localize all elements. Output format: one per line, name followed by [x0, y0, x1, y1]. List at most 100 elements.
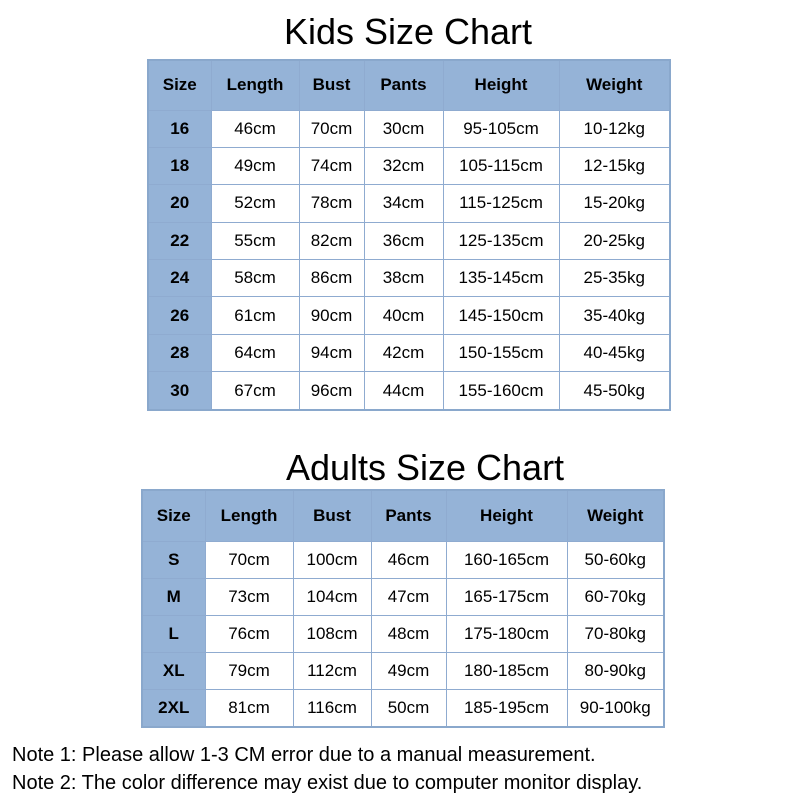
cell-length: 64cm: [210, 333, 300, 373]
kids-chart-title: Kids Size Chart: [283, 11, 533, 52]
column-header-length: Length: [210, 59, 300, 111]
column-header-size: Size: [147, 59, 212, 111]
cell-bust: 82cm: [298, 221, 365, 261]
cell-length: 58cm: [210, 258, 300, 298]
cell-length: 81cm: [204, 688, 294, 728]
cell-weight: 25-35kg: [558, 258, 671, 298]
column-header-weight: Weight: [566, 489, 665, 542]
cell-pants: 34cm: [363, 184, 444, 223]
adults-size-table: Size Length Bust Pants Height Weight S 70cm 100c…: [141, 489, 665, 728]
cell-weight: 80-90kg: [566, 651, 665, 690]
column-header-bust: Bust: [292, 489, 372, 542]
cell-bust: 116cm: [292, 688, 372, 728]
table-row: 22 55cm 82cm 36cm 125-135cm 20-25kg: [147, 221, 671, 261]
column-header-pants: Pants: [370, 489, 447, 542]
table-row: 16 46cm 70cm 30cm 95-105cm 10-12kg: [147, 109, 671, 148]
cell-length: 67cm: [210, 371, 300, 411]
cell-pants: 40cm: [363, 296, 444, 335]
cell-height: 115-125cm: [442, 184, 560, 223]
cell-height: 175-180cm: [445, 614, 568, 653]
cell-bust: 100cm: [292, 540, 372, 579]
column-header-weight: Weight: [558, 59, 671, 111]
cell-pants: 47cm: [370, 577, 447, 616]
column-header-bust: Bust: [298, 59, 365, 111]
size-label: 30: [147, 371, 212, 411]
cell-pants: 36cm: [363, 221, 444, 261]
table-row: 24 58cm 86cm 38cm 135-145cm 25-35kg: [147, 258, 671, 298]
table-row: 20 52cm 78cm 34cm 115-125cm 15-20kg: [147, 184, 671, 223]
table-row: S 70cm 100cm 46cm 160-165cm 50-60kg: [141, 540, 665, 579]
cell-length: 46cm: [210, 109, 300, 148]
cell-height: 185-195cm: [445, 688, 568, 728]
cell-length: 52cm: [210, 184, 300, 223]
cell-pants: 50cm: [370, 688, 447, 728]
size-label: 26: [147, 296, 212, 335]
size-label: XL: [141, 651, 206, 690]
cell-height: 160-165cm: [445, 540, 568, 579]
size-label: 20: [147, 184, 212, 223]
adults-chart-title: Adults Size Chart: [285, 447, 565, 488]
cell-bust: 104cm: [292, 577, 372, 616]
table-row: 26 61cm 90cm 40cm 145-150cm 35-40kg: [147, 296, 671, 335]
cell-height: 135-145cm: [442, 258, 560, 298]
cell-pants: 38cm: [363, 258, 444, 298]
cell-pants: 49cm: [370, 651, 447, 690]
table-row: 2XL 81cm 116cm 50cm 185-195cm 90-100kg: [141, 688, 665, 728]
cell-length: 70cm: [204, 540, 294, 579]
cell-pants: 44cm: [363, 371, 444, 411]
cell-height: 95-105cm: [442, 109, 560, 148]
kids-size-table: Size Length Bust Pants Height Weight 16 46cm 70c…: [147, 59, 671, 411]
table-row: L 76cm 108cm 48cm 175-180cm 70-80kg: [141, 614, 665, 653]
cell-bust: 70cm: [298, 109, 365, 148]
cell-weight: 20-25kg: [558, 221, 671, 261]
cell-length: 79cm: [204, 651, 294, 690]
cell-height: 125-135cm: [442, 221, 560, 261]
cell-weight: 15-20kg: [558, 184, 671, 223]
column-header-height: Height: [445, 489, 568, 542]
cell-bust: 94cm: [298, 333, 365, 373]
cell-weight: 70-80kg: [566, 614, 665, 653]
cell-bust: 74cm: [298, 146, 365, 186]
cell-bust: 96cm: [298, 371, 365, 411]
table-row: 30 67cm 96cm 44cm 155-160cm 45-50kg: [147, 371, 671, 411]
size-label: 28: [147, 333, 212, 373]
column-header-pants: Pants: [363, 59, 444, 111]
cell-length: 76cm: [204, 614, 294, 653]
cell-length: 49cm: [210, 146, 300, 186]
cell-bust: 112cm: [292, 651, 372, 690]
size-label: 22: [147, 221, 212, 261]
cell-pants: 46cm: [370, 540, 447, 579]
note-2: Note 2: The color difference may exist d…: [12, 772, 643, 794]
table-row: XL 79cm 112cm 49cm 180-185cm 80-90kg: [141, 651, 665, 690]
cell-pants: 48cm: [370, 614, 447, 653]
cell-weight: 50-60kg: [566, 540, 665, 579]
cell-bust: 78cm: [298, 184, 365, 223]
size-label: 24: [147, 258, 212, 298]
cell-weight: 35-40kg: [558, 296, 671, 335]
note-1: Note 1: Please allow 1-3 CM error due to…: [12, 744, 596, 766]
column-header-length: Length: [204, 489, 294, 542]
table-row: 28 64cm 94cm 42cm 150-155cm 40-45kg: [147, 333, 671, 373]
size-label: L: [141, 614, 206, 653]
size-label: M: [141, 577, 206, 616]
size-label: 2XL: [141, 688, 206, 728]
cell-bust: 108cm: [292, 614, 372, 653]
cell-weight: 12-15kg: [558, 146, 671, 186]
size-label: S: [141, 540, 206, 579]
size-label: 18: [147, 146, 212, 186]
table-row: M 73cm 104cm 47cm 165-175cm 60-70kg: [141, 577, 665, 616]
cell-height: 145-150cm: [442, 296, 560, 335]
cell-weight: 45-50kg: [558, 371, 671, 411]
cell-pants: 32cm: [363, 146, 444, 186]
cell-height: 155-160cm: [442, 371, 560, 411]
cell-weight: 40-45kg: [558, 333, 671, 373]
header-row: Size Length Bust Pants Height Weight: [141, 489, 665, 542]
cell-bust: 90cm: [298, 296, 365, 335]
size-label: 16: [147, 109, 212, 148]
cell-height: 150-155cm: [442, 333, 560, 373]
cell-weight: 90-100kg: [566, 688, 665, 728]
cell-weight: 60-70kg: [566, 577, 665, 616]
cell-pants: 30cm: [363, 109, 444, 148]
header-row: Size Length Bust Pants Height Weight: [147, 59, 671, 111]
cell-height: 165-175cm: [445, 577, 568, 616]
